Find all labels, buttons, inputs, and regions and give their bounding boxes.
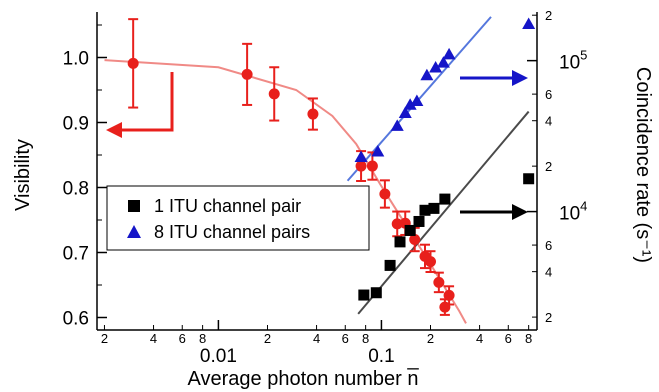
x-tick-label: 0.01 bbox=[200, 346, 237, 367]
y-left-tick-label: 1.0 bbox=[63, 49, 89, 70]
rate-1-channel-axis-arrowhead bbox=[512, 204, 528, 220]
y-right-tick-base: 10 bbox=[559, 204, 580, 225]
rate-8-channel-point bbox=[442, 47, 456, 60]
visibility-point bbox=[425, 256, 437, 268]
y-left-tick-label: 0.6 bbox=[63, 309, 89, 330]
legend-label: 8 ITU channel pairs bbox=[154, 222, 310, 242]
y-right-tick-label: 105 bbox=[559, 48, 587, 74]
rate-1-channel-point bbox=[523, 173, 535, 185]
legend-label: 1 ITU channel pair bbox=[154, 196, 301, 216]
rate-8-channel-point bbox=[522, 17, 536, 29]
visibility-point bbox=[391, 218, 403, 230]
visibility-point bbox=[443, 289, 455, 301]
y-right-tick-exponent: 5 bbox=[580, 48, 587, 63]
rate-8-channel-point bbox=[429, 61, 443, 73]
y-right-minor-tick-label: 2 bbox=[545, 310, 552, 325]
legend-box bbox=[106, 185, 370, 251]
y-right-minor-tick-label: 6 bbox=[545, 87, 552, 102]
x-minor-tick-label: 8 bbox=[525, 331, 532, 346]
x-minor-tick-label: 8 bbox=[199, 331, 206, 346]
y-left-tick-label: 0.8 bbox=[63, 179, 89, 200]
y-left-tick-label: 0.7 bbox=[63, 244, 89, 265]
rate-1-channel-point bbox=[439, 193, 451, 205]
visibility-axis-arrowhead bbox=[106, 122, 122, 138]
y-right-axis-title: Coincidence rate (s⁻¹) bbox=[632, 67, 654, 263]
tick-labels: 0.01 0.12 4 6 8 2 4 6 8 2 4 6 80.60.70.80.91.0104105… bbox=[63, 8, 588, 367]
y-right-minor-tick-label: 2 bbox=[545, 8, 552, 23]
y-right-minor-tick-label: 4 bbox=[545, 265, 552, 280]
x-minor-tick-label: 6 bbox=[179, 331, 186, 346]
x-minor-tick-label: 6 bbox=[342, 331, 349, 346]
y-right-tick-exponent: 4 bbox=[580, 199, 587, 214]
data-markers bbox=[127, 17, 536, 313]
error-bars bbox=[128, 18, 455, 316]
y-left-axis-title: Visibility bbox=[12, 139, 34, 211]
visibility-point bbox=[241, 68, 253, 80]
x-minor-tick-label: 2 bbox=[101, 331, 108, 346]
rate-8-channel-point bbox=[420, 68, 434, 81]
rate-8-channel-point bbox=[390, 119, 404, 131]
rate-1-channel-point bbox=[394, 236, 406, 248]
legend-marker-square bbox=[128, 200, 140, 212]
rate-8-channel-point bbox=[354, 150, 368, 162]
visibility-point bbox=[379, 188, 391, 200]
y-right-minor-tick-label: 6 bbox=[545, 238, 552, 253]
visibility-point bbox=[355, 160, 367, 172]
rate-8-channel-point bbox=[410, 94, 424, 107]
visibility-point bbox=[307, 108, 319, 120]
rate-1-channel-point bbox=[428, 202, 440, 214]
axes bbox=[96, 12, 538, 331]
x-minor-tick-label: 4 bbox=[150, 331, 157, 346]
x-minor-tick-label: 6 bbox=[505, 331, 512, 346]
y-right-minor-tick-label: 2 bbox=[545, 159, 552, 174]
rate-1-channel-fit-line bbox=[357, 110, 530, 315]
rate-1-channel-point bbox=[370, 287, 382, 299]
legend-marker-triangle bbox=[127, 225, 141, 238]
annotation-arrows bbox=[106, 70, 528, 220]
visibility-point bbox=[439, 301, 451, 313]
rate-1-channel-point bbox=[404, 224, 416, 236]
y-right-tick-label: 104 bbox=[559, 199, 587, 225]
rate-8-channel-point bbox=[403, 98, 417, 110]
rate-8-channel-point bbox=[371, 145, 385, 157]
x-tick-label: 0.1 bbox=[368, 346, 394, 367]
x-minor-tick-label: 2 bbox=[427, 331, 434, 346]
x-minor-tick-label: 4 bbox=[476, 331, 483, 346]
x-minor-tick-label: 8 bbox=[362, 331, 369, 346]
rate-1-channel-point bbox=[419, 204, 431, 216]
visibility-axis-arrow bbox=[118, 72, 174, 132]
visibility-point bbox=[433, 276, 445, 288]
visibility-point bbox=[409, 234, 421, 245]
fit-lines bbox=[104, 16, 530, 324]
x-minor-tick-label: 2 bbox=[264, 331, 271, 346]
rate-1-channel-point bbox=[413, 215, 425, 227]
rate-8-channel-point bbox=[398, 106, 412, 118]
rate-1-channel-point bbox=[384, 259, 396, 271]
rate-1-channel-point bbox=[358, 289, 370, 301]
x-minor-tick-label: 4 bbox=[313, 331, 320, 346]
visibility-point bbox=[268, 88, 280, 100]
x-axis-title: Average photon number n̅ bbox=[188, 367, 419, 390]
visibility-point bbox=[127, 57, 139, 69]
rate-8-channel-axis-arrowhead bbox=[512, 70, 528, 86]
rate-8-channel-point bbox=[436, 56, 450, 68]
y-right-tick-base: 10 bbox=[559, 53, 580, 74]
visibility-point bbox=[366, 160, 378, 172]
y-left-tick-label: 0.9 bbox=[63, 114, 89, 135]
y-right-minor-tick-label: 4 bbox=[545, 114, 552, 129]
legend: 1 ITU channel pair 8 ITU channel pairs bbox=[106, 185, 370, 251]
